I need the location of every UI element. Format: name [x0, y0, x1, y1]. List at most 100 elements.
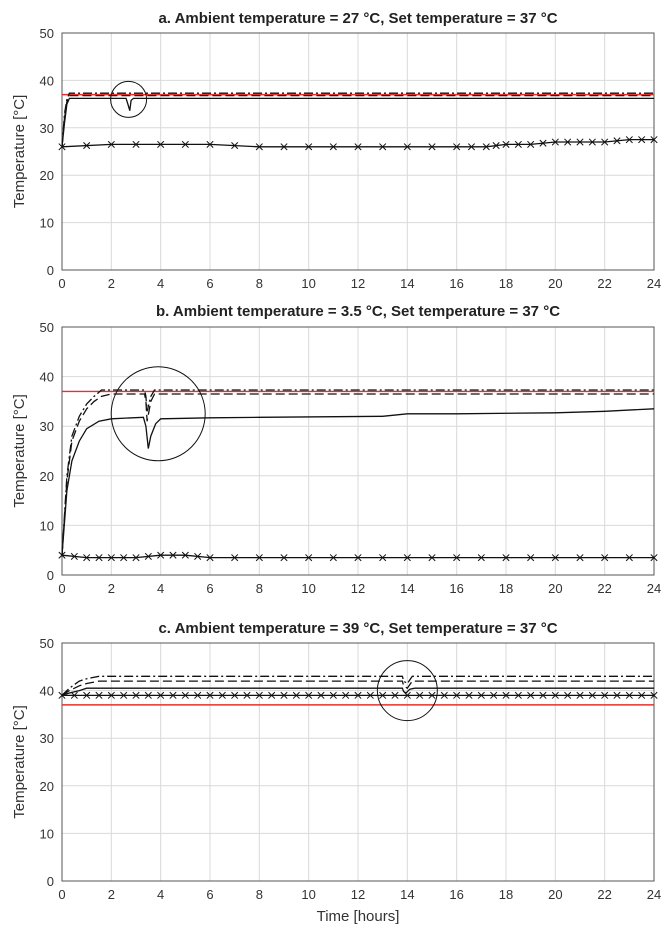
series-point-marker [58, 691, 66, 699]
series-point-marker [588, 691, 596, 699]
series-point-marker [514, 691, 522, 699]
series-point-marker [83, 691, 91, 699]
x-axis-label: Time [hours] [317, 908, 400, 925]
series-point-marker [650, 136, 658, 144]
x-tick-label: 22 [597, 276, 611, 291]
series-point-marker [650, 554, 658, 562]
series-point-marker [268, 691, 276, 699]
highlight-circle [376, 660, 438, 722]
series-point-marker [218, 691, 226, 699]
plot-frame [61, 642, 655, 882]
y-tick-label: 30 [40, 731, 54, 746]
series-point-marker [305, 554, 313, 562]
series-point-marker [492, 142, 500, 150]
x-tick-label: 2 [108, 581, 115, 596]
y-tick-label: 10 [40, 216, 54, 231]
series-point-marker [255, 691, 263, 699]
x-tick-label: 18 [499, 887, 513, 902]
series-point-marker [564, 691, 572, 699]
x-tick-label: 0 [58, 887, 65, 902]
series-point-marker [527, 691, 535, 699]
series-point-marker [181, 140, 189, 148]
y-axis-label: Temperature [°C] [11, 394, 28, 508]
series-line-solid [61, 408, 655, 556]
series-point-marker [280, 691, 288, 699]
series-point-marker [539, 139, 547, 147]
series-point-marker [366, 691, 374, 699]
series-point-marker [465, 691, 473, 699]
y-tick-label: 40 [40, 684, 54, 699]
series-point-marker [194, 691, 202, 699]
series-point-marker [588, 138, 596, 146]
x-tick-label: 22 [597, 581, 611, 596]
series-point-marker [650, 691, 658, 699]
series-point-marker [625, 554, 633, 562]
series-point-marker [231, 691, 239, 699]
series-point-marker [107, 554, 115, 562]
series-point-marker [354, 554, 362, 562]
series-point-marker [638, 691, 646, 699]
x-tick-label: 14 [400, 887, 414, 902]
x-tick-label: 16 [449, 581, 463, 596]
series-point-marker [132, 140, 140, 148]
y-axis-label: Temperature [°C] [11, 705, 28, 819]
series-point-marker [453, 691, 461, 699]
series-point-marker [107, 691, 115, 699]
x-tick-label: 8 [256, 581, 263, 596]
series-point-marker [403, 143, 411, 151]
x-tick-label: 20 [548, 276, 562, 291]
y-tick-label: 50 [40, 636, 54, 651]
series-point-marker [502, 140, 510, 148]
x-tick-label: 6 [206, 887, 213, 902]
series-point-marker [157, 551, 165, 559]
y-tick-label: 50 [40, 26, 54, 41]
series-point-marker [58, 551, 66, 559]
x-tick-label: 2 [108, 887, 115, 902]
series-point-marker [551, 691, 559, 699]
series-point-marker [157, 691, 165, 699]
series-point-marker [144, 691, 152, 699]
series-point-marker [83, 554, 91, 562]
series-point-marker [292, 691, 300, 699]
series-point-marker [169, 551, 177, 559]
series-point-marker [477, 691, 485, 699]
x-tick-label: 18 [499, 276, 513, 291]
series-point-marker [576, 691, 584, 699]
series-point-marker [428, 143, 436, 151]
series-point-marker [206, 140, 214, 148]
y-tick-label: 0 [47, 874, 54, 889]
x-tick-label: 12 [351, 581, 365, 596]
series-point-marker [453, 143, 461, 151]
x-tick-label: 12 [351, 887, 365, 902]
series-point-marker [329, 691, 337, 699]
series-line-dashed [61, 680, 654, 696]
series-point-marker [551, 138, 559, 146]
series-line-dashdot [61, 92, 654, 147]
series-point-marker [391, 691, 399, 699]
y-tick-label: 10 [40, 518, 54, 533]
series-point-marker [120, 691, 128, 699]
series-point-marker [342, 691, 350, 699]
y-tick-label: 0 [47, 263, 54, 278]
y-tick-label: 30 [40, 419, 54, 434]
x-tick-label: 24 [647, 276, 661, 291]
series-point-marker [638, 136, 646, 144]
series-point-marker [514, 140, 522, 148]
series-point-marker [354, 143, 362, 151]
series-point-marker [482, 143, 490, 151]
series-line-solid [61, 97, 654, 147]
series-point-marker [83, 142, 91, 150]
series-point-marker [576, 554, 584, 562]
plot-frame [61, 32, 655, 271]
x-tick-label: 16 [449, 887, 463, 902]
x-tick-label: 22 [597, 887, 611, 902]
x-tick-label: 0 [58, 276, 65, 291]
series-point-marker [132, 554, 140, 562]
series-point-marker [329, 143, 337, 151]
series-point-marker [132, 691, 140, 699]
y-tick-label: 20 [40, 168, 54, 183]
x-tick-label: 4 [157, 276, 164, 291]
